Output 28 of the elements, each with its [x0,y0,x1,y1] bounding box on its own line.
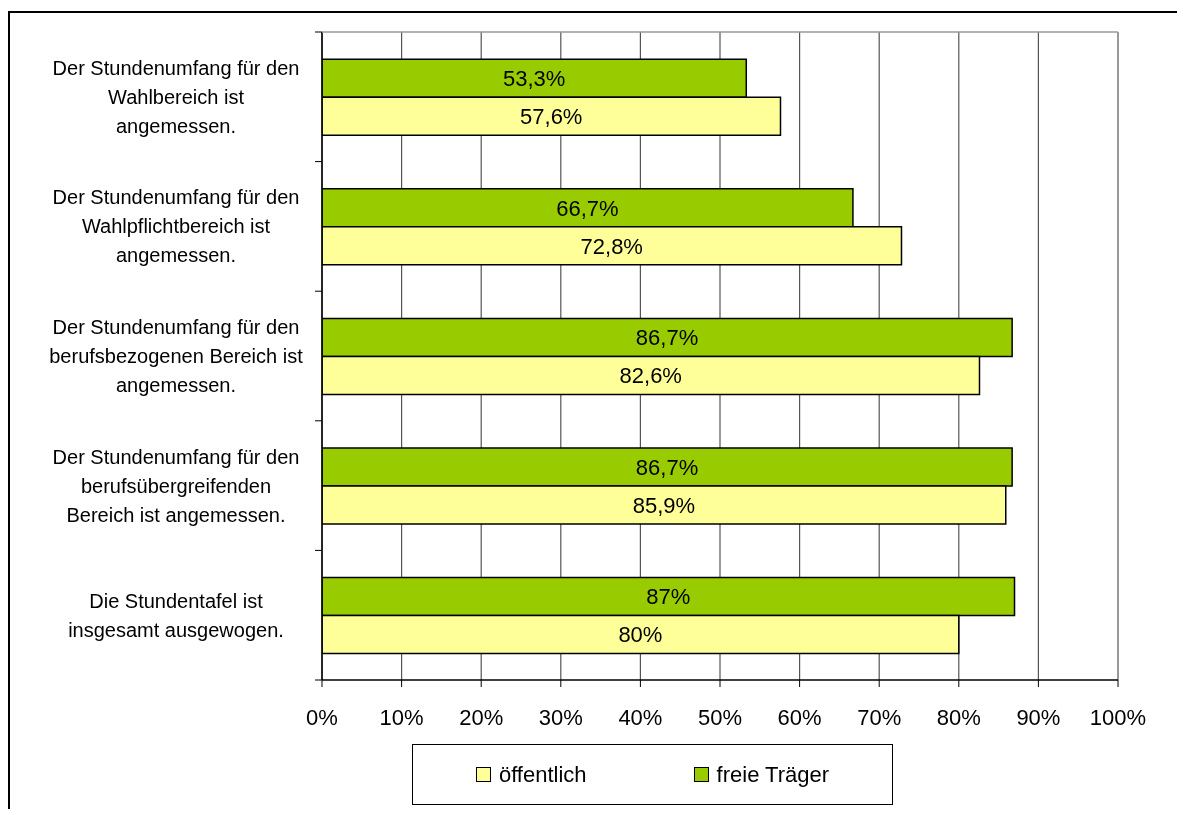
y-tick-label: Der Stundenumfang für den berufsübergreifenden Bereich ist angemessen. [52,445,300,526]
data-label: 86,7% [635,325,699,351]
data-label: 85,9% [632,492,696,518]
x-tick-label: 50% [697,705,743,730]
x-tick-label: 60% [777,705,822,730]
y-tick-label: Der Stundenumfang für den Wahlbereich ist angemessen. [52,56,300,137]
data-label: 53,3% [502,66,566,92]
data-label: 86,7% [635,454,699,480]
x-tick-label: 30% [538,705,583,730]
x-tick-label: 90% [1016,705,1061,730]
x-tick-label: 70% [857,705,902,730]
y-tick-label: Die Stundentafel ist insgesamt ausgewogen. [68,589,284,641]
legend-label: öffentlich [498,761,587,788]
data-label: 57,6% [520,104,583,130]
x-tick-label: 0% [306,705,338,730]
data-label: 87% [646,584,691,610]
y-tick-label: Der Stundenumfang für den Wahlpflichtbereich ist angemessen. [52,186,300,267]
legend-label: freie Träger [716,761,830,788]
y-tick-label: Der Stundenumfang für den berufsbezogenen Bereich ist angemessen. [49,316,304,396]
x-tick-label: 40% [618,705,663,730]
data-label: 82,6% [619,363,682,389]
data-label: 80% [618,622,663,648]
data-label: 66,7% [556,195,619,221]
data-label: 72,8% [580,233,643,259]
x-tick-label: 20% [459,705,504,730]
x-tick-label: 80% [936,705,981,730]
x-tick-label: 10% [379,705,424,730]
x-tick-label: 100% [1089,705,1147,730]
